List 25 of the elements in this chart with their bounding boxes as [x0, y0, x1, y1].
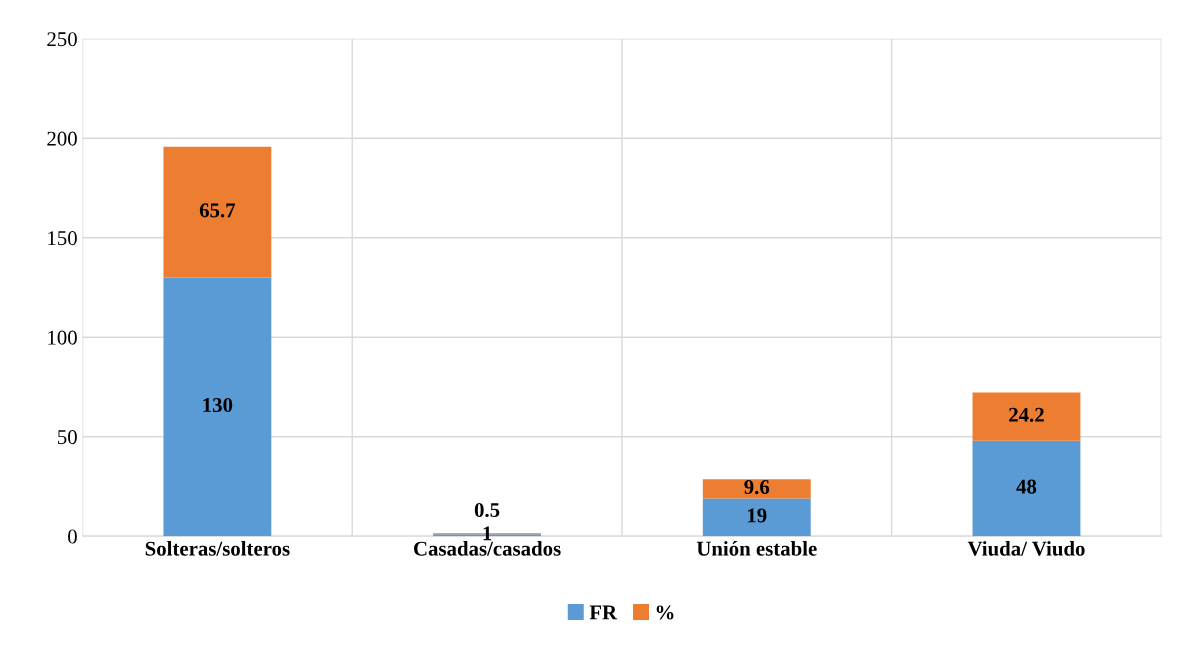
bar — [972, 440, 1081, 537]
data-label: 9.6 — [744, 480, 770, 495]
data-label: 130 — [203, 398, 233, 413]
y-tick-label: 150 — [48, 231, 77, 246]
data-label: 24.2 — [1009, 407, 1044, 422]
bar — [972, 392, 1081, 441]
x-tick-label: Viuda/ Viudo — [967, 541, 1085, 556]
x-tick-label: Solteras/solteros — [145, 541, 290, 556]
data-label: 48 — [1016, 479, 1037, 494]
y-tick-label: 100 — [48, 330, 77, 345]
x-tick-label: Casadas/casados — [414, 541, 561, 556]
bar — [702, 479, 811, 499]
y-tick-label: 0 — [68, 529, 77, 544]
data-label: 65.7 — [199, 203, 236, 218]
bar — [702, 498, 811, 537]
y-tick-label: 50 — [58, 430, 77, 445]
y-tick-label: 200 — [47, 131, 77, 146]
bar — [163, 146, 272, 278]
legend-label: % — [656, 605, 674, 620]
legend-label: FR — [589, 605, 618, 620]
data-label: 0.5 — [474, 502, 500, 518]
x-tick-label: Unión estable — [696, 541, 817, 556]
bar — [163, 277, 272, 537]
y-tick-label: 250 — [47, 32, 77, 47]
data-label: 19 — [748, 508, 767, 523]
